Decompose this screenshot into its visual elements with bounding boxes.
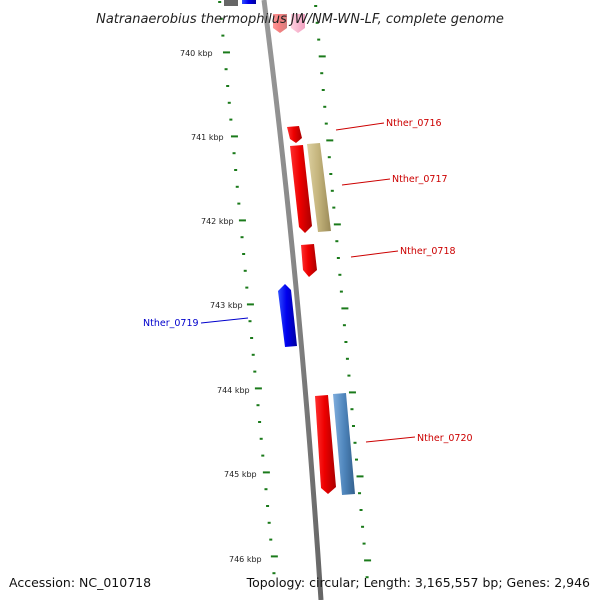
- gene-nther-0720-cog: [333, 393, 355, 495]
- kbp-label-746: 746 kbp: [229, 555, 262, 564]
- genome-title: Natranaerobius thermophilus JW/NM-WN-LF,…: [96, 12, 504, 27]
- tick-marks: [218, 1, 372, 579]
- gene-nther-0720-arrow: [315, 395, 336, 494]
- kbp-label-744: 744 kbp: [217, 386, 250, 395]
- kbp-label-742: 742 kbp: [201, 217, 234, 226]
- genome-backbone: [261, 0, 324, 600]
- gene-label-nther-0720: Nther_0720: [417, 433, 473, 444]
- topology-summary: Topology: circular; Length: 3,165,557 bp…: [246, 575, 590, 590]
- top-pink-gene: [291, 14, 305, 33]
- gene-label-nther-0719: Nther_0719: [143, 318, 199, 329]
- gene-nther-0718-arrow: [301, 244, 317, 277]
- top-gray-gene: [224, 0, 238, 6]
- leader-line-nther-0719: [200, 317, 249, 324]
- gene-nther-0717-cog: [307, 143, 331, 232]
- leader-line-nther-0716: [335, 122, 385, 131]
- gene-nther-0716-arrow: [287, 126, 302, 143]
- top-blue-gene: [242, 0, 256, 4]
- accession-text: Accession: NC_010718: [9, 575, 151, 590]
- kbp-label-743: 743 kbp: [210, 301, 243, 310]
- gene-label-nther-0717: Nther_0717: [392, 174, 448, 185]
- leader-line-nther-0717: [341, 178, 391, 186]
- gene-label-nther-0716: Nther_0716: [386, 118, 442, 129]
- leader-line-nther-0720: [365, 436, 416, 443]
- gene-nther-0717-arrow: [290, 145, 312, 233]
- kbp-label-740: 740 kbp: [180, 49, 213, 58]
- gene-label-nther-0718: Nther_0718: [400, 246, 456, 257]
- leader-line-nther-0718: [350, 250, 399, 258]
- kbp-label-741: 741 kbp: [191, 133, 224, 142]
- top-red-gene: [273, 14, 287, 33]
- kbp-label-745: 745 kbp: [224, 470, 257, 479]
- gene-nther-0719-arrow: [278, 284, 297, 347]
